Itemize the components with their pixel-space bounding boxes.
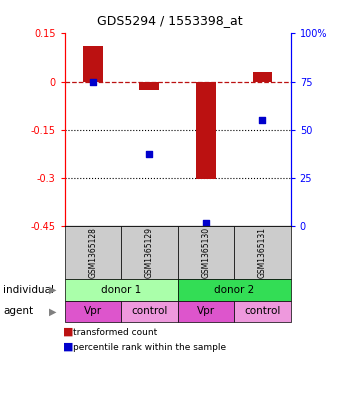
Bar: [196, 81, 216, 180]
Point: [90, 78, 96, 84]
Point: [147, 151, 152, 157]
Bar: [83, 46, 103, 81]
Point: [260, 117, 265, 123]
Text: Vpr: Vpr: [197, 307, 215, 316]
Point: [203, 220, 209, 226]
Bar: [139, 81, 159, 90]
Text: control: control: [244, 307, 280, 316]
Text: control: control: [131, 307, 168, 316]
Text: donor 2: donor 2: [214, 285, 254, 295]
Text: ▶: ▶: [49, 285, 56, 295]
Text: GDS5294 / 1553398_at: GDS5294 / 1553398_at: [97, 14, 243, 27]
Text: donor 1: donor 1: [101, 285, 141, 295]
Text: Vpr: Vpr: [84, 307, 102, 316]
Text: individual: individual: [3, 285, 54, 295]
Text: GSM1365128: GSM1365128: [88, 227, 97, 278]
Text: percentile rank within the sample: percentile rank within the sample: [73, 343, 226, 351]
Text: GSM1365129: GSM1365129: [145, 227, 154, 278]
Text: ▶: ▶: [49, 307, 56, 316]
Text: transformed count: transformed count: [73, 328, 157, 336]
Text: GSM1365131: GSM1365131: [258, 227, 267, 278]
Text: GSM1365130: GSM1365130: [201, 227, 210, 278]
Text: ■: ■: [63, 327, 73, 337]
Text: agent: agent: [3, 307, 34, 316]
Bar: [253, 72, 272, 81]
Text: ■: ■: [63, 342, 73, 352]
